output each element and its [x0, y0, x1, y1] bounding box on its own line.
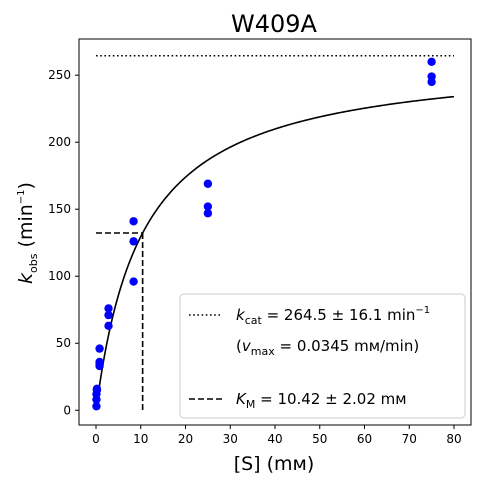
legend: kcat = 264.5 ± 16.1 min−1 (vmax = 0.0345… [179, 293, 466, 419]
data-point [427, 72, 436, 81]
x-tick-label: 10 [133, 432, 148, 446]
data-point [104, 310, 113, 320]
data-point [427, 57, 436, 66]
x-tick-label: 30 [223, 432, 238, 446]
x-axis: 0 10 20 30 40 50 60 70 80 [92, 425, 462, 446]
data-point [203, 209, 213, 218]
y-tick-label: 200 [48, 135, 71, 149]
y-tick-label: 100 [48, 269, 71, 283]
legend-km-label: KM = 10.42 ± 2.02 mм [236, 390, 407, 411]
x-tick-label: 80 [446, 432, 461, 446]
data-point [92, 385, 102, 395]
data-point [95, 344, 104, 353]
data-point [129, 237, 138, 246]
x-tick-label: 50 [312, 432, 327, 446]
data-point [203, 202, 213, 211]
michaelis-menten-fit-line [95, 95, 455, 411]
legend-box [179, 293, 466, 419]
chart-title: W409A [231, 10, 318, 38]
y-tick-label: 250 [48, 68, 71, 82]
y-tick-label: 50 [56, 336, 71, 350]
data-point [129, 217, 138, 226]
x-tick-label: 40 [267, 432, 282, 446]
y-tick-label: 0 [63, 403, 71, 417]
x-tick-label: 70 [402, 432, 417, 446]
data-point [95, 359, 104, 368]
y-axis-label: kobs (min−1) [15, 182, 40, 284]
y-axis: 0 50 100 150 200 250 [48, 68, 79, 417]
data-point [92, 402, 101, 411]
data-point [104, 321, 113, 331]
data-point [104, 304, 113, 313]
x-tick-label: 0 [92, 432, 100, 446]
x-axis-label: [S] (mм) [234, 453, 315, 475]
y-tick-label: 150 [48, 202, 71, 216]
data-point [129, 277, 138, 286]
legend-vmax-label: (vmax = 0.0345 mм/min) [236, 337, 419, 358]
x-tick-label: 60 [357, 432, 372, 446]
plot-area [92, 54, 455, 411]
x-tick-label: 20 [178, 432, 193, 446]
legend-kcat-label: kcat = 264.5 ± 16.1 min−1 [236, 305, 430, 327]
data-point [203, 179, 213, 188]
